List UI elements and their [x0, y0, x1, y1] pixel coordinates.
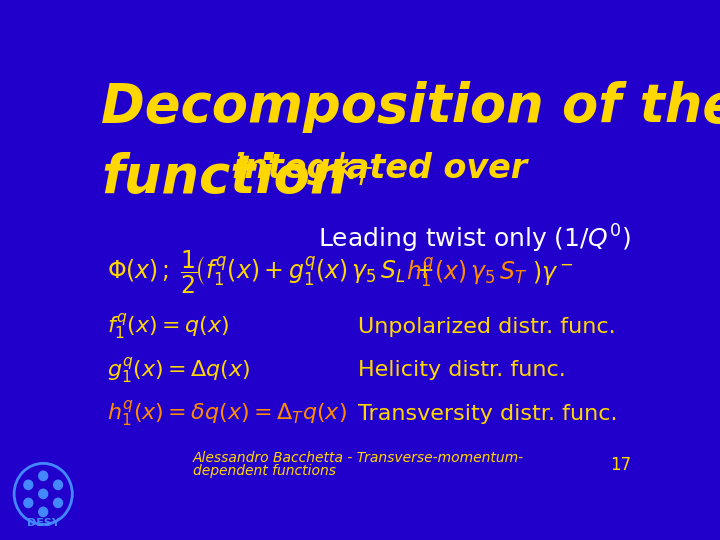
Text: DESY: DESY [27, 518, 60, 528]
Text: $\Phi(x)\,;\;\dfrac{1}{2}\!\left(f_1^q(x)+g_1^q(x)\,\gamma_5\, S_L\,+\right.$: $\Phi(x)\,;\;\dfrac{1}{2}\!\left(f_1^q(x… [107, 249, 433, 296]
Text: $f_1^q(x) = q(x)$: $f_1^q(x) = q(x)$ [107, 312, 229, 342]
Circle shape [39, 471, 48, 481]
Text: Leading twist only $(1/Q^0)$: Leading twist only $(1/Q^0)$ [318, 223, 631, 255]
Text: $\left.\right)\gamma^-$: $\left.\right)\gamma^-$ [533, 259, 574, 287]
Text: dependent functions: dependent functions [193, 464, 336, 478]
Text: $h_1^q(x)\,\gamma_5\, S_T$: $h_1^q(x)\,\gamma_5\, S_T$ [406, 256, 528, 289]
Text: Decomposition of the correlation: Decomposition of the correlation [101, 82, 720, 133]
Circle shape [53, 480, 63, 490]
Text: 17: 17 [610, 456, 631, 474]
Text: function: function [101, 152, 348, 204]
Text: Helicity distr. func.: Helicity distr. func. [358, 360, 566, 380]
Text: $g_1^q(x) = \Delta q(x)$: $g_1^q(x) = \Delta q(x)$ [107, 355, 250, 386]
Circle shape [39, 507, 48, 517]
Circle shape [53, 498, 63, 508]
Text: Transversity distr. func.: Transversity distr. func. [358, 404, 617, 424]
Text: integrated over: integrated over [221, 152, 539, 185]
Text: $k_T$: $k_T$ [334, 150, 374, 187]
Text: $h_1^q(x) = \delta q(x) = \Delta_T q(x)$: $h_1^q(x) = \delta q(x) = \Delta_T q(x)$ [107, 399, 346, 429]
Circle shape [24, 480, 33, 490]
Circle shape [24, 498, 33, 508]
Circle shape [39, 489, 48, 498]
Text: Unpolarized distr. func.: Unpolarized distr. func. [358, 317, 616, 337]
Text: Alessandro Bacchetta - Transverse-momentum-: Alessandro Bacchetta - Transverse-moment… [193, 451, 524, 465]
